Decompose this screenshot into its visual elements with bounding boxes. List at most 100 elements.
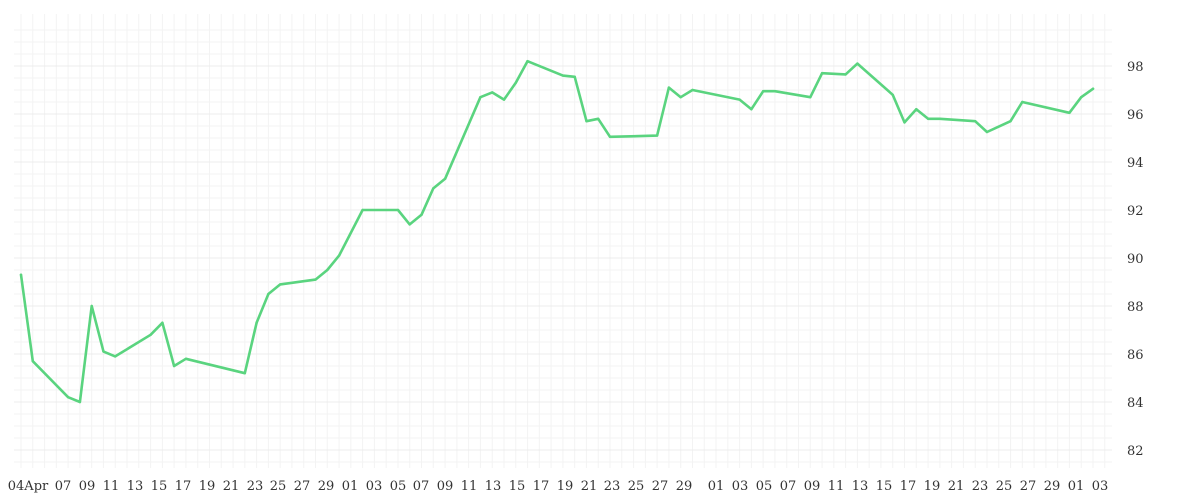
x-tick-label: 07 (780, 479, 797, 494)
data-point (90, 304, 93, 308)
data-point (608, 135, 612, 138)
x-tick-label: 13 (127, 479, 144, 494)
x-tick-label: 29 (318, 479, 335, 494)
data-point (396, 208, 400, 212)
data-point (1068, 111, 1071, 115)
data-point (809, 96, 812, 99)
data-point (267, 292, 270, 296)
data-point (491, 91, 494, 94)
data-point (655, 134, 659, 137)
data-point (19, 273, 23, 276)
series-line (19, 59, 1095, 404)
x-tick-label: 23 (972, 479, 989, 494)
x-tick-label: 27 (1020, 479, 1037, 494)
x-tick-label: 27 (294, 479, 311, 494)
x-tick-label: 19 (199, 479, 216, 494)
major-gridlines (14, 65, 1112, 451)
x-tick-label: 27 (652, 479, 669, 494)
data-point (985, 130, 989, 134)
x-tick-label: 17 (175, 479, 192, 494)
x-tick-label: 15 (151, 479, 168, 494)
x-tick-label: 21 (223, 479, 240, 494)
x-tick-label: 21 (581, 479, 598, 494)
x-tick-label: 29 (1044, 479, 1061, 494)
x-tick-label: 23 (247, 479, 264, 494)
data-point (974, 120, 977, 123)
data-point (161, 321, 164, 324)
data-point (915, 108, 918, 111)
x-tick-label: 19 (557, 479, 574, 494)
data-point (408, 223, 411, 226)
data-point (184, 357, 188, 360)
data-point (255, 321, 258, 324)
x-tick-label: 11 (461, 479, 478, 494)
y-tick-label: 92 (1127, 204, 1144, 219)
data-point (326, 268, 329, 272)
data-point (361, 208, 364, 212)
x-tick-label: 07 (55, 479, 72, 494)
minor-gridlines (14, 14, 1112, 468)
data-point (479, 96, 482, 99)
x-tick-label: 15 (876, 479, 893, 494)
x-tick-label: 19 (924, 479, 941, 494)
x-tick-label: 03 (732, 479, 749, 494)
data-point (667, 86, 671, 89)
data-point (773, 90, 777, 93)
data-point (1080, 96, 1083, 99)
data-point (443, 177, 447, 180)
x-tick-label: 11 (103, 479, 120, 494)
x-tick-label: 05 (390, 479, 407, 494)
data-point (279, 283, 282, 286)
data-point (561, 74, 565, 77)
x-tick-label: 13 (485, 479, 502, 494)
x-tick-label: 09 (804, 479, 821, 494)
x-axis: 04Apr 07 09 11 13 15 17 19 21 23 25 27 29 01 03 05 07 09 1… (8, 479, 1109, 494)
data-point (432, 187, 435, 190)
x-tick-label: 03 (366, 479, 383, 494)
data-point (844, 73, 847, 76)
data-point (762, 90, 765, 93)
y-tick-label: 86 (1127, 348, 1144, 363)
data-point (420, 213, 423, 216)
y-tick-label: 84 (1127, 396, 1144, 411)
data-point (820, 72, 824, 75)
data-point (1091, 87, 1095, 91)
x-tick-label: 17 (533, 479, 550, 494)
x-tick-label: 25 (628, 479, 645, 494)
y-tick-label: 82 (1127, 444, 1144, 459)
data-point (738, 98, 741, 101)
x-tick-label: 01 (342, 479, 359, 494)
x-tick-label: 01 (708, 479, 725, 494)
x-tick-label: 09 (437, 479, 454, 494)
data-point (337, 254, 341, 257)
y-tick-label: 94 (1127, 156, 1144, 171)
data-point (314, 278, 317, 281)
x-tick-label: 25 (270, 479, 287, 494)
data-point (597, 117, 600, 121)
x-tick-label: 09 (79, 479, 96, 494)
data-point (31, 360, 34, 363)
data-point (585, 120, 588, 123)
data-point (573, 75, 576, 79)
data-point (243, 372, 246, 375)
x-tick-label: 21 (948, 479, 965, 494)
data-point (750, 108, 753, 111)
x-tick-label: 04Apr (8, 479, 49, 494)
data-point (514, 81, 517, 85)
x-tick-label: 23 (604, 479, 621, 494)
data-point (102, 350, 105, 353)
data-point (926, 117, 930, 121)
x-tick-label: 05 (756, 479, 773, 494)
data-point (526, 60, 529, 63)
data-point (1009, 120, 1012, 123)
x-tick-label: 29 (676, 479, 693, 494)
x-tick-label: 07 (413, 479, 430, 494)
x-tick-label: 01 (1068, 479, 1085, 494)
x-tick-label: 15 (509, 479, 526, 494)
data-point (891, 93, 894, 97)
x-tick-label: 25 (996, 479, 1013, 494)
x-tick-label: 03 (1092, 479, 1109, 494)
data-point (66, 396, 70, 399)
series-layer (19, 59, 1095, 404)
x-tick-label: 17 (900, 479, 917, 494)
